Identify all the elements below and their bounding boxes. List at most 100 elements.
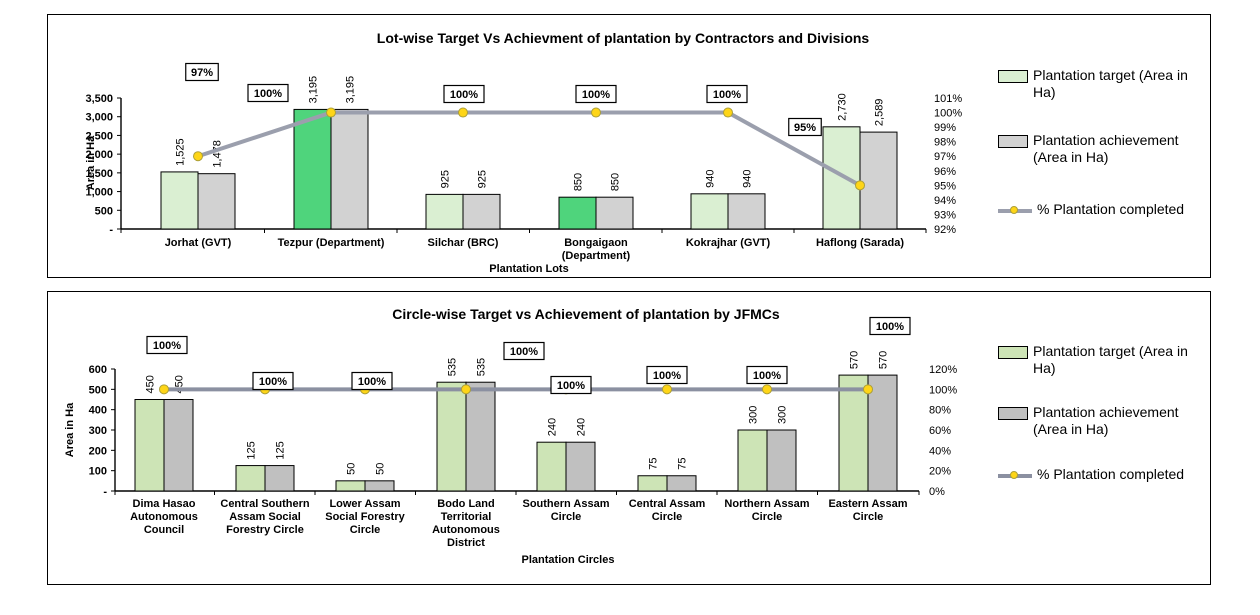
bar-target bbox=[160, 171, 199, 230]
category-label-line: Circle bbox=[551, 511, 582, 523]
pct-tick-label: 98% bbox=[934, 137, 956, 149]
achievement-value-label: 940 bbox=[742, 169, 754, 187]
pct-marker bbox=[326, 107, 336, 118]
category-label-line: Northern Assam bbox=[724, 498, 809, 510]
pct-tick-label: 92% bbox=[934, 224, 956, 236]
achievement-value-label: 925 bbox=[477, 170, 489, 188]
target-value-label: 125 bbox=[246, 441, 258, 459]
achievement-value-label: 850 bbox=[610, 173, 622, 191]
pct-label-box bbox=[646, 365, 688, 385]
pct-tick-label: 20% bbox=[929, 466, 951, 478]
y-tick-label: 1,500 bbox=[85, 168, 113, 180]
category-label: Silchar (BRC) bbox=[428, 237, 499, 249]
category-label-line: Kokrajhar (GVT) bbox=[686, 237, 771, 249]
category-label-line: Circle bbox=[350, 524, 381, 536]
target-value-label: 75 bbox=[648, 458, 660, 470]
y-tick-label: 1,000 bbox=[85, 187, 113, 199]
pct-label-box bbox=[185, 62, 219, 82]
y-tick-label: 300 bbox=[89, 425, 107, 437]
y-tick-label: 2,500 bbox=[85, 130, 113, 142]
pct-tick-label: 100% bbox=[934, 108, 962, 120]
category-label-line: Lower Assam bbox=[329, 498, 400, 510]
bar-achievement bbox=[859, 131, 898, 230]
pct-tick-label: 120% bbox=[929, 364, 957, 376]
category-label-line: Council bbox=[144, 524, 184, 536]
circle-chart-x-axis-title: Plantation Circles bbox=[521, 554, 615, 566]
pct-marker bbox=[159, 384, 169, 395]
category-label-line: Jorhat (GVT) bbox=[165, 237, 232, 249]
lot-chart-legend: Plantation target (Area in Ha) Plantatio… bbox=[998, 15, 1212, 277]
pct-tick-label: 93% bbox=[934, 209, 956, 221]
category-label-line: Central Assam bbox=[629, 498, 706, 510]
legend-entry-pct-line: % Plantation completed bbox=[998, 201, 1213, 218]
category-label: Kokrajhar (GVT) bbox=[686, 237, 771, 249]
pct-tick-label: 96% bbox=[934, 166, 956, 178]
category-label-line: Assam Social bbox=[229, 511, 301, 523]
y-tick-label: 100 bbox=[89, 466, 107, 478]
pct-label: 100% bbox=[259, 376, 287, 388]
category-label-line: Circle bbox=[752, 511, 783, 523]
circle-chart-plot: 600 500 400 300 200 100 - 120% 100% 80% 60% 40% 20% 0… bbox=[89, 316, 957, 549]
achievement-value-label: 3,195 bbox=[345, 76, 357, 104]
achievement-value-label: 535 bbox=[476, 358, 488, 376]
category-label-line: Dima Hasao bbox=[133, 498, 196, 510]
pct-tick-label: 0% bbox=[929, 486, 945, 498]
bar-target bbox=[425, 193, 464, 230]
y-tick-label: 2,000 bbox=[85, 149, 113, 161]
pct-label-box bbox=[869, 316, 911, 336]
y-tick-label: 500 bbox=[89, 384, 107, 396]
pct-label: 100% bbox=[358, 376, 386, 388]
bar-achievement bbox=[867, 374, 898, 492]
category-label: Eastern Assam Circle bbox=[828, 498, 907, 523]
legend-entry-target: Plantation target (Area in Ha) bbox=[998, 343, 1209, 377]
legend-label: Plantation target (Area in Ha) bbox=[1033, 67, 1188, 100]
target-value-label: 3,195 bbox=[308, 76, 320, 104]
pct-tick-label: 40% bbox=[929, 445, 951, 457]
legend-label: Plantation achievement (Area in Ha) bbox=[1033, 132, 1179, 165]
bar-target bbox=[536, 441, 567, 492]
category-label-line: Circle bbox=[853, 511, 884, 523]
target-value-label: 50 bbox=[346, 463, 358, 475]
category-label-line: District bbox=[447, 537, 485, 549]
pct-marker bbox=[662, 384, 672, 395]
bar-achievement bbox=[595, 196, 634, 230]
achievement-swatch-icon bbox=[998, 135, 1028, 148]
category-label: Dima Hasao Autonomous Council bbox=[130, 498, 198, 536]
achievement-value-label: 2,589 bbox=[874, 99, 886, 127]
pct-marker bbox=[591, 107, 601, 118]
pct-marker bbox=[458, 107, 468, 118]
achievement-swatch-icon bbox=[998, 407, 1028, 420]
legend-label: Plantation target (Area in Ha) bbox=[1033, 343, 1188, 376]
pct-label-box bbox=[503, 341, 545, 361]
y-tick-label: 3,500 bbox=[85, 93, 113, 105]
pct-label-box bbox=[788, 117, 822, 137]
target-value-label: 240 bbox=[547, 418, 559, 436]
y-tick-label: 500 bbox=[95, 205, 113, 217]
pct-label: 95% bbox=[794, 122, 816, 134]
pct-tick-label: 101% bbox=[934, 93, 962, 105]
legend-entry-target: Plantation target (Area in Ha) bbox=[998, 67, 1209, 101]
target-value-label: 535 bbox=[447, 358, 459, 376]
category-label-line: Bodo Land bbox=[437, 498, 494, 510]
pct-marker bbox=[461, 384, 471, 395]
category-label-line: Territorial bbox=[441, 511, 492, 523]
pct-label: 100% bbox=[153, 340, 181, 352]
pct-label: 97% bbox=[191, 67, 213, 79]
legend-entry-achievement: Plantation achievement (Area in Ha) bbox=[998, 132, 1209, 166]
bar-target bbox=[558, 196, 597, 230]
pct-label-box bbox=[252, 371, 294, 391]
pct-label-box bbox=[706, 84, 748, 104]
legend-entry-achievement: Plantation achievement (Area in Ha) bbox=[998, 404, 1209, 438]
target-value-label: 850 bbox=[573, 173, 585, 191]
category-label-line: Haflong (Sarada) bbox=[816, 237, 904, 249]
pct-label: 100% bbox=[876, 321, 904, 333]
category-label: Lower Assam Social Forestry Circle bbox=[325, 498, 405, 536]
bar-achievement bbox=[666, 475, 697, 492]
pct-label-box bbox=[443, 84, 485, 104]
pct-label: 100% bbox=[557, 380, 585, 392]
pct-tick-label: 95% bbox=[934, 180, 956, 192]
pct-label-box bbox=[550, 375, 592, 395]
pct-label-box bbox=[351, 371, 393, 391]
category-label: Jorhat (GVT) bbox=[165, 237, 232, 249]
